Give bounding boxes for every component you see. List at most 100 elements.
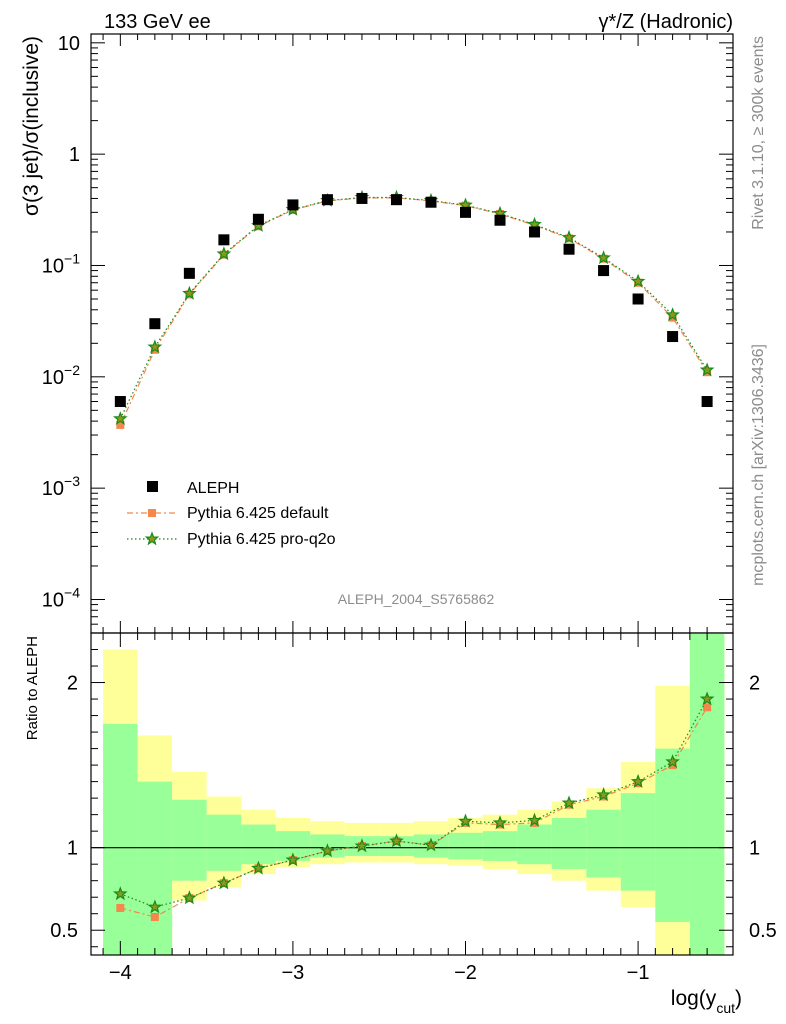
ratio-pythia-proq2o-point [492,815,508,830]
main-y-tick-label: 1 [69,144,80,166]
legend-marker-aleph [147,481,158,492]
ratio-pythia-proq2o-point [389,833,404,848]
pythia-proq2o-point [216,246,232,261]
aleph-data-point [667,331,679,343]
main-y-tick-label: 10 [58,33,80,55]
legend: ALEPH Pythia 6.425 default Pythia 6.425 … [127,480,336,548]
main-y-axis-title: σ(3 jet)/σ(inclusive) [20,36,43,216]
aleph-data-point [632,293,644,305]
uncertainty-band-inner [241,824,276,865]
aleph-data-point [563,243,575,255]
ratio-pythia-proq2o-point [112,886,128,901]
uncertainty-band-inner [379,836,414,856]
ratio-pythia-proq2o-point [354,838,370,853]
uncertainty-band-inner [551,817,587,870]
analysis-watermark: ALEPH_2004_S5765862 [338,591,495,607]
x-axis-title: log(ycut) [671,987,742,1016]
ratio-pythia-proq2o-point [596,787,611,802]
ratio-y-tick-label-left: 0.5 [50,920,78,942]
main-y-tick-label: 10−2 [42,362,80,389]
ratio-panel: 0.5 0.5 1 1 2 2 −4 −3 −2 −1 [50,632,777,984]
aleph-data-point [183,267,195,279]
legend-star-shape [144,531,160,546]
pythia-proq2o-line [119,196,708,420]
uncertainty-band-inner [517,824,552,865]
main-panel: 10 1 10−1 10−2 10−3 10−4 [42,33,734,634]
pythia-proq2o-point [182,285,197,300]
ratio-pythia-proq2o-point [147,899,163,914]
aleph-data-point [701,396,713,408]
aleph-data-point [390,194,402,206]
aleph-data-point [529,226,541,238]
pythia-proq2o-point [561,229,577,244]
aleph-data-point [321,194,333,206]
ratio-pythia-proq2o-point [699,691,715,706]
main-y-tick-label: 10−1 [42,250,80,277]
aleph-data-point [425,196,437,208]
pythia-proq2o-point [147,339,163,354]
ratio-pythia-proq2o-point [458,813,473,828]
uncertainty-band-inner [655,748,690,922]
pythia-proq2o-point [630,273,646,288]
uncertainty-band-inner [137,781,173,955]
ratio-pythia-proq2o-point [665,754,680,769]
legend-label-pythia-default: Pythia 6.425 default [187,505,329,522]
uncertainty-band-inner [482,831,518,861]
aleph-data-point [287,199,299,211]
pythia-default-line [119,197,708,426]
aleph-data-point [598,265,610,277]
header-left-label: 133 GeV ee [104,11,211,33]
x-tick-label: −3 [282,962,305,984]
ratio-pythia-proq2o-point [216,875,232,890]
rivet-version-label: Rivet 3.1.10, ≥ 300k events [750,36,767,230]
uncertainty-band-inner [620,793,656,891]
x-tick-label: −1 [627,962,650,984]
ratio-pythia-default-line [120,707,708,918]
aleph-data-point [356,192,368,204]
uncertainty-band-inner [689,633,725,955]
ratio-pythia-proq2o-point [320,843,335,858]
x-tick-label: −2 [454,962,477,984]
legend-marker-pythia-proq2o [144,531,160,546]
legend-marker-pythia-default [148,509,156,517]
legend-label-pythia-proq2o: Pythia 6.425 pro-q2o [187,531,336,548]
ratio-pythia-proq2o-point [182,890,197,905]
aleph-data-point [252,213,264,225]
ratio-y-axis-title: Ratio to ALEPH [24,636,41,740]
ratio-pythia-default-point [703,703,712,712]
pythia-default-point [116,420,125,429]
ratio-y-tick-label-right: 2 [749,673,760,695]
uncertainty-band-inner [103,723,138,955]
ratio-pythia-default-point [150,913,159,922]
ratio-y-tick-label-right: 1 [749,838,760,860]
mcplots-source-label: mcplots.cern.ch [arXiv:1306.3436] [750,344,767,586]
ratio-pythia-proq2o-point [630,773,646,788]
ratio-plot-frame [90,632,734,956]
pythia-proq2o-point [665,307,680,322]
pythia-proq2o-point [112,411,128,425]
ratio-pythia-proq2o-point [561,795,577,810]
uncertainty-band-inner [206,814,242,871]
ratio-pythia-default-point [668,761,677,770]
ratio-y-tick-label-left: 1 [67,838,78,860]
uncertainty-band-inner [586,809,621,878]
legend-label-aleph: ALEPH [187,480,239,497]
ratio-y-tick-label-left: 2 [67,673,78,695]
pythia-proq2o-point [699,362,715,377]
ratio-pythia-proq2o-point [527,812,542,827]
aleph-data-point [149,318,161,330]
x-tick-label: −4 [109,962,132,984]
aleph-data-point [114,396,126,408]
pythia-proq2o-point [596,250,611,265]
aleph-data-point [218,234,230,246]
ratio-pythia-proq2o-point [423,837,439,852]
main-y-tick-label: 10−4 [42,584,80,611]
ratio-pythia-proq2o-point [251,860,266,875]
main-y-tick-label: 10−3 [42,473,80,500]
ratio-pythia-default-point [116,903,125,912]
ratio-pythia-proq2o-point [285,852,301,867]
ratio-y-tick-label-right: 0.5 [749,920,777,942]
uncertainty-band-inner [172,799,207,881]
uncertainty-band-inner [448,832,483,860]
